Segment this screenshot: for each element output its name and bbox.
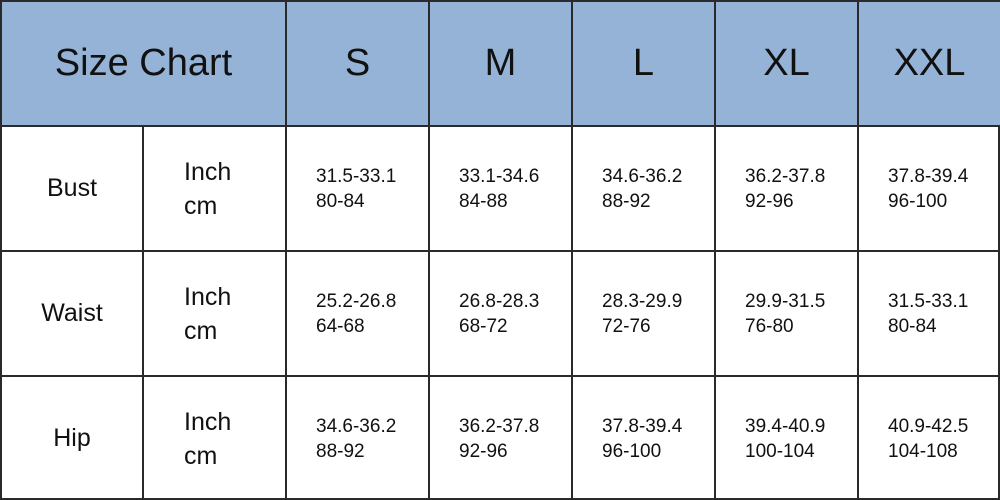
size-value: 96-100 (602, 440, 662, 462)
measure-cell: Bust (2, 127, 144, 252)
size-header-cell: S (287, 2, 430, 127)
size-value: 72-76 (602, 315, 651, 337)
measure-name: Hip (53, 424, 91, 452)
size-value-cell: 29.9-31.5 76-80 (716, 252, 859, 377)
units-cell: Inch cm (144, 252, 287, 377)
size-value-cell: 36.2-37.8 92-96 (716, 127, 859, 252)
size-value: 37.8-39.4 (602, 415, 683, 437)
size-label: M (484, 42, 517, 84)
size-value: 34.6-36.2 (316, 415, 397, 437)
size-label: XXL (893, 42, 966, 84)
unit-label: cm (184, 191, 218, 220)
measure-cell: Hip (2, 377, 144, 500)
units-cell: Inch cm (144, 377, 287, 500)
size-value: 104-108 (888, 440, 958, 462)
header-title: Size Chart (54, 42, 233, 84)
header-title-cell: Size Chart (2, 2, 287, 127)
size-header-cell: M (430, 2, 573, 127)
measure-name: Bust (46, 174, 98, 202)
unit-label: cm (184, 316, 218, 345)
size-value: 36.2-37.8 (459, 415, 540, 437)
size-value: 25.2-26.8 (316, 290, 397, 312)
unit-label: Inch (184, 407, 232, 436)
size-value: 92-96 (745, 190, 794, 212)
size-value-cell: 39.4-40.9 100-104 (716, 377, 859, 500)
size-value: 40.9-42.5 (888, 415, 969, 437)
size-value: 28.3-29.9 (602, 290, 683, 312)
size-value: 36.2-37.8 (745, 165, 826, 187)
size-label: S (344, 42, 371, 84)
size-value: 80-84 (888, 315, 937, 337)
size-value: 76-80 (745, 315, 794, 337)
measure-name: Waist (41, 299, 103, 327)
size-value-cell: 28.3-29.9 72-76 (573, 252, 716, 377)
unit-label: cm (184, 441, 218, 470)
size-value: 39.4-40.9 (745, 415, 826, 437)
size-value: 26.8-28.3 (459, 290, 540, 312)
size-value: 37.8-39.4 (888, 165, 969, 187)
size-value: 84-88 (459, 190, 508, 212)
size-value: 92-96 (459, 440, 508, 462)
size-value: 31.5-33.1 (888, 290, 969, 312)
size-value: 100-104 (745, 440, 815, 462)
size-value-cell: 31.5-33.1 80-84 (859, 252, 1000, 377)
size-value: 33.1-34.6 (459, 165, 540, 187)
size-label: XL (763, 42, 810, 84)
size-value: 80-84 (316, 190, 365, 212)
measure-cell: Waist (2, 252, 144, 377)
size-value-cell: 34.6-36.2 88-92 (287, 377, 430, 500)
size-value: 88-92 (316, 440, 365, 462)
size-value-cell: 37.8-39.4 96-100 (859, 127, 1000, 252)
size-header-cell: XXL (859, 2, 1000, 127)
size-value-cell: 36.2-37.8 92-96 (430, 377, 573, 500)
size-value-cell: 33.1-34.6 84-88 (430, 127, 573, 252)
size-value-cell: 31.5-33.1 80-84 (287, 127, 430, 252)
size-header-cell: XL (716, 2, 859, 127)
size-value: 68-72 (459, 315, 508, 337)
size-value: 96-100 (888, 190, 948, 212)
size-value: 88-92 (602, 190, 651, 212)
size-header-cell: L (573, 2, 716, 127)
size-label: L (632, 42, 655, 84)
size-value-cell: 25.2-26.8 64-68 (287, 252, 430, 377)
size-value: 64-68 (316, 315, 365, 337)
size-value: 31.5-33.1 (316, 165, 397, 187)
size-value: 29.9-31.5 (745, 290, 826, 312)
units-cell: Inch cm (144, 127, 287, 252)
size-value-cell: 34.6-36.2 88-92 (573, 127, 716, 252)
size-value-cell: 40.9-42.5 104-108 (859, 377, 1000, 500)
size-value: 34.6-36.2 (602, 165, 683, 187)
unit-label: Inch (184, 157, 232, 186)
size-value-cell: 37.8-39.4 96-100 (573, 377, 716, 500)
size-value-cell: 26.8-28.3 68-72 (430, 252, 573, 377)
unit-label: Inch (184, 282, 232, 311)
